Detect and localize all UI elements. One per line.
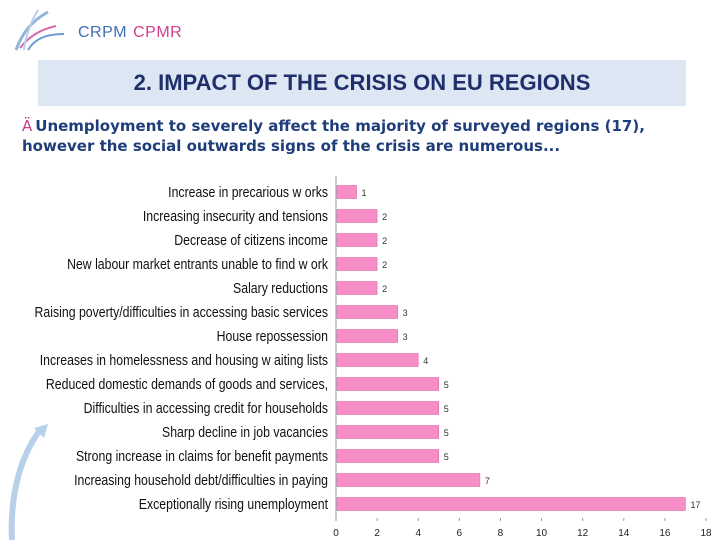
data-label: 5 [444,404,449,414]
bar [336,185,357,199]
x-tick-label: 16 [659,528,671,539]
bar [336,377,440,391]
title-box: 2. IMPACT OF THE CRISIS ON EU REGIONS [38,60,686,106]
data-label: 4 [423,356,428,366]
bar [336,449,440,463]
bar [336,353,419,367]
bar [336,305,398,319]
category-label: Raising poverty/difficulties in accessin… [35,304,329,320]
x-tick-label: 10 [536,528,548,539]
category-label: Sharp decline in job vacancies [162,424,328,440]
category-label: Salary reductions [233,280,328,296]
category-label: Increasing household debt/difficulties i… [74,472,328,488]
category-label: Strong increase in claims for benefit pa… [76,448,328,464]
data-label: 3 [403,308,408,318]
x-tick-label: 6 [457,528,463,539]
x-tick-label: 14 [618,528,630,539]
bar [336,329,398,343]
category-label: Exceptionally rising unemployment [139,496,328,512]
data-label: 5 [444,452,449,462]
bar [336,401,440,415]
bar [336,281,378,295]
x-tick-label: 18 [700,528,712,539]
decorative-arrow-icon [8,424,48,540]
category-label: Difficulties in accessing credit for hou… [84,400,328,416]
x-tick-label: 4 [415,528,421,539]
bar-chart: Increase in precarious w orks 1 Increasing… [35,176,712,539]
x-tick-label: 0 [333,528,339,539]
data-label: 3 [403,332,408,342]
logo-cpmr: CPMR [133,24,183,41]
category-label: New labour market entrants unable to fin… [67,256,328,272]
bar [336,425,440,439]
data-label: 5 [444,428,449,438]
logo: CRPM CPMR [8,4,208,56]
bar [336,233,378,247]
data-label: 2 [382,212,387,222]
category-label: Increases in homelessness and housing w … [40,352,328,368]
bar [336,497,686,511]
logo-text: CRPM CPMR [78,24,182,42]
logo-emblem-icon [14,9,65,51]
category-label: Increasing insecurity and tensions [143,208,328,224]
bar [336,209,378,223]
x-tick-label: 12 [577,528,589,539]
bar [336,257,378,271]
subtitle-text: Unemployment to severely affect the majo… [22,117,645,155]
data-label: 17 [690,500,700,510]
subtitle: Ä Unemployment to severely affect the maj… [22,116,702,156]
category-label: Increase in precarious w orks [168,184,328,200]
x-tick-label: 8 [498,528,504,539]
category-label: Reduced domestic demands of goods and se… [46,376,328,392]
x-tick-label: 2 [374,528,380,539]
data-label: 5 [444,380,449,390]
data-label: 7 [485,476,490,486]
logo-crpm: CRPM [78,24,128,41]
page-title: 2. IMPACT OF THE CRISIS ON EU REGIONS [133,70,591,95]
bullet-arrow-icon: Ä [22,117,33,135]
data-label: 2 [382,284,387,294]
category-label: Decrease of citizens income [174,232,328,248]
bar [336,473,481,487]
category-label: House repossession [217,328,328,344]
data-label: 2 [382,260,387,270]
data-label: 2 [382,236,387,246]
data-label: 1 [362,188,367,198]
